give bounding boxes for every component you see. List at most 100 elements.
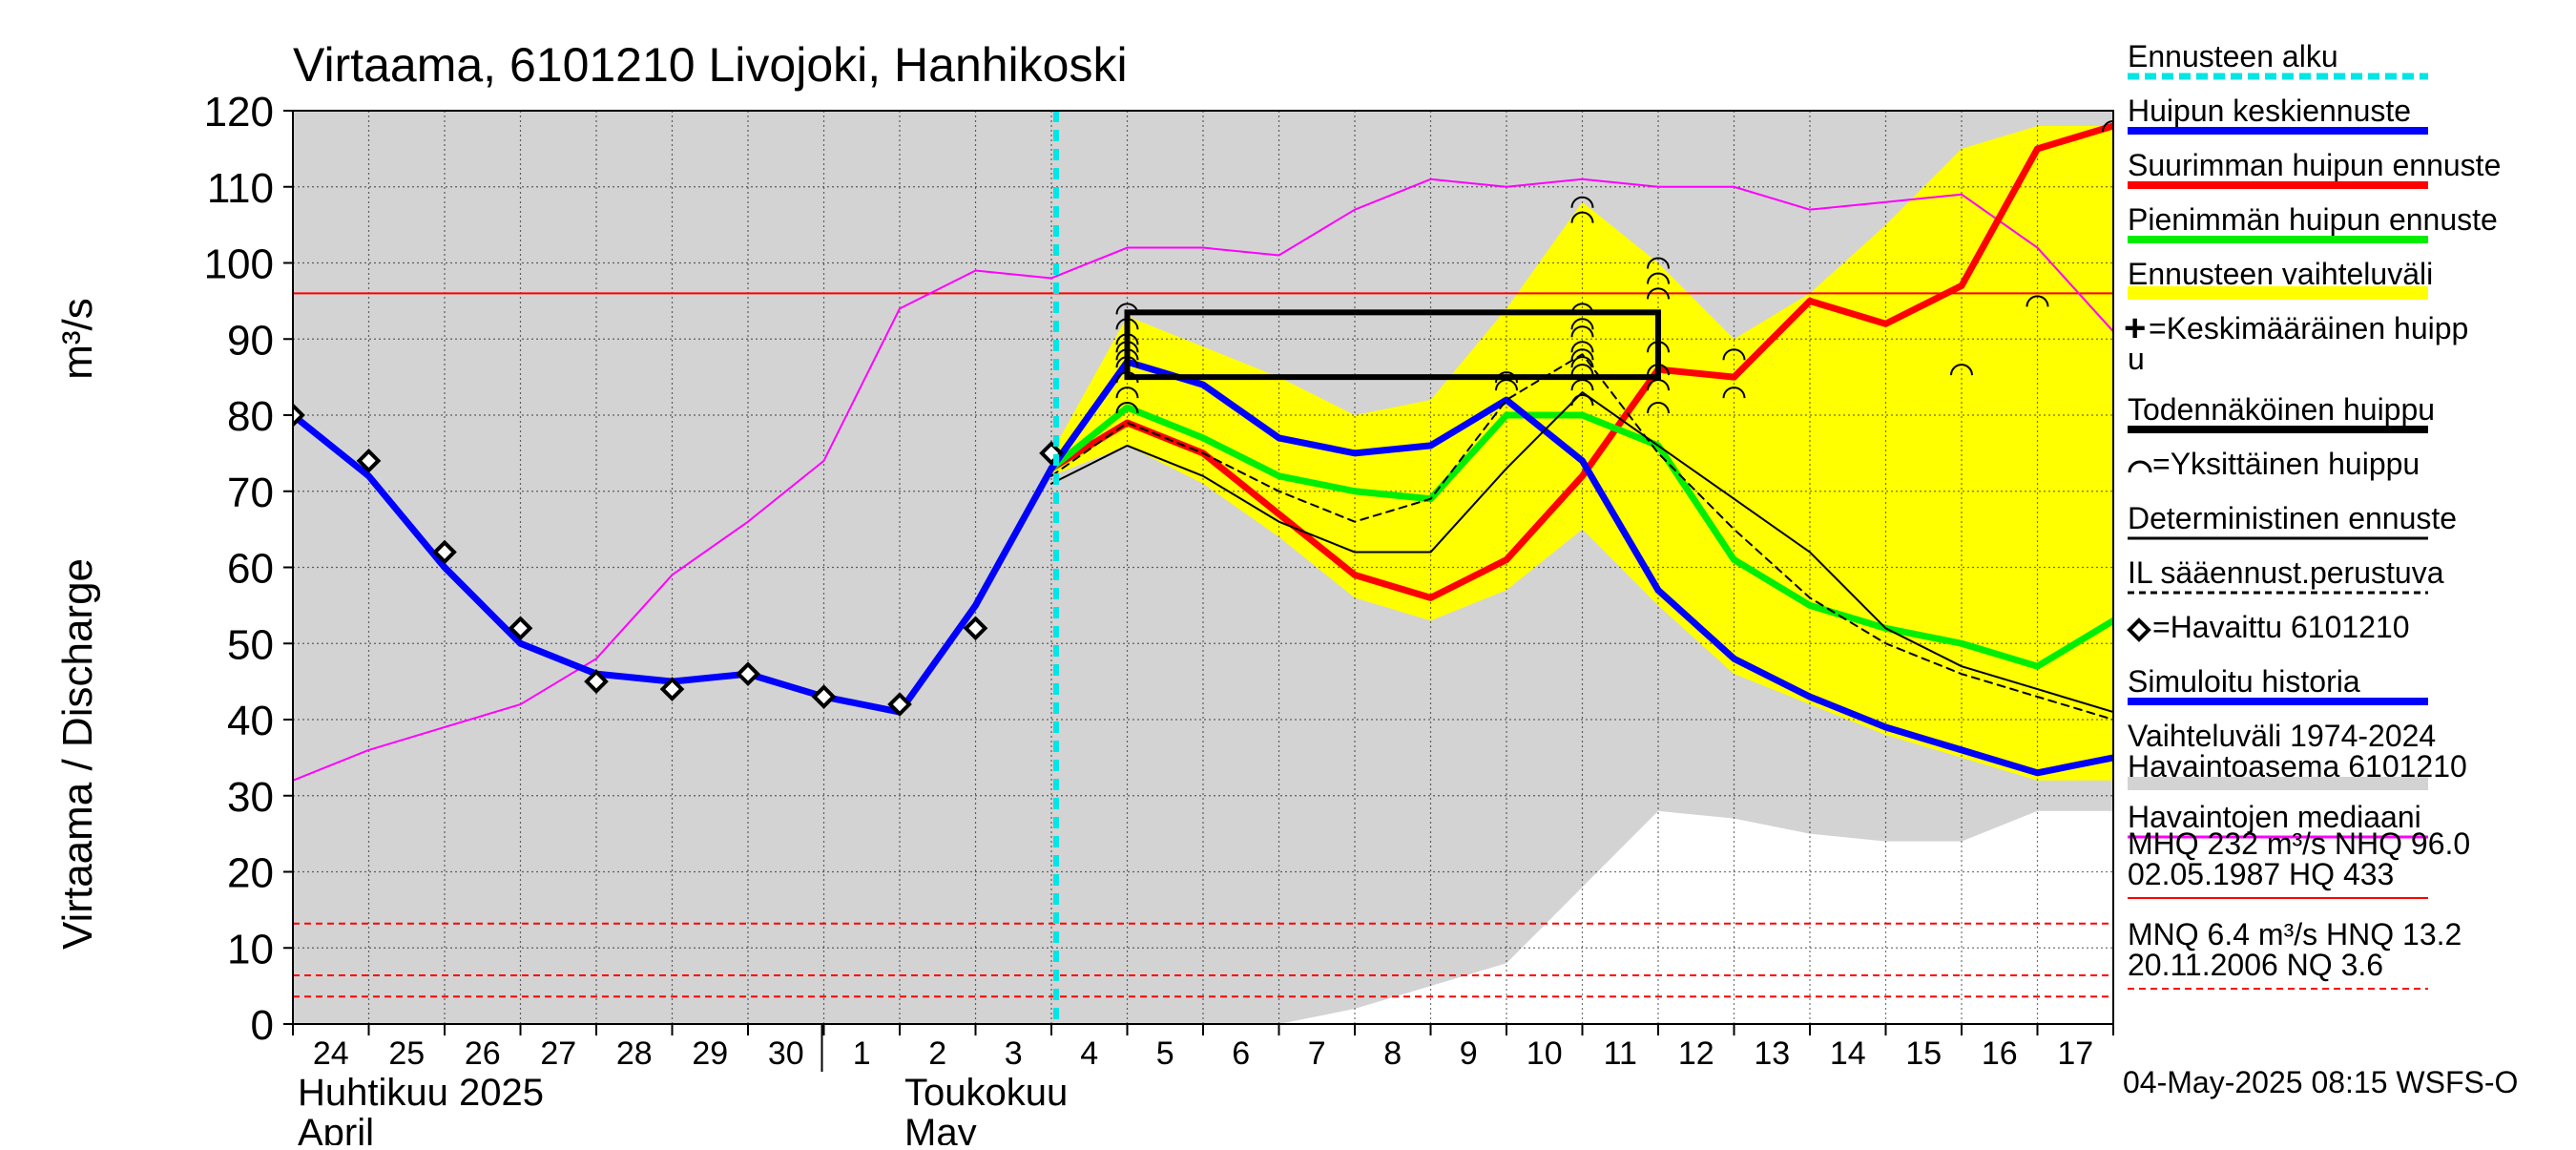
x-tick-label: 26 — [465, 1035, 501, 1072]
y-axis-unit: m³/s — [54, 298, 101, 380]
stats-block: MNQ 6.4 m³/s HNQ 13.220.11.2006 NQ 3.6 — [2128, 917, 2462, 990]
probable-peak-box — [1124, 309, 1661, 381]
individual-peak-marker — [1495, 379, 1518, 391]
individual-peak-marker — [1570, 394, 1594, 407]
legend-label: Deterministinen ennuste — [2128, 501, 2457, 535]
observed-point — [963, 616, 988, 641]
legend-item: Pienimmän huipun ennuste — [2128, 202, 2498, 243]
y-tick-label: 10 — [227, 926, 274, 972]
legend-item: Ennusteen alku — [2128, 39, 2428, 80]
individual-peak-marker — [1722, 387, 1746, 399]
y-tick-label: 30 — [227, 774, 274, 821]
legend-item: Vaihteluväli 1974-2024 Havaintoasema 610… — [2128, 719, 2467, 790]
individual-peak-marker — [1570, 211, 1594, 223]
y-tick-label: 90 — [227, 317, 274, 364]
legend-label: Vaihteluväli 1974-2024 — [2128, 719, 2436, 753]
individual-peak-marker — [1115, 348, 1139, 361]
legend-label: =Havaittu 6101210 — [2152, 610, 2410, 644]
legend-label: Huipun keskiennuste — [2128, 94, 2411, 128]
x-tick-label: 16 — [1982, 1035, 2018, 1072]
legend-item: + =Keskimääräinen huippu — [2124, 307, 2468, 376]
y-tick-label: 110 — [207, 165, 274, 212]
individual-peak-marker — [1570, 325, 1594, 338]
observed-point — [356, 449, 382, 473]
legend-item: Havaintojen mediaani — [2128, 800, 2428, 839]
y-tick-label: 0 — [251, 1002, 274, 1049]
individual-peak-marker — [1722, 348, 1746, 361]
legend-label: IL sääennust.perustuva — [2128, 555, 2444, 590]
individual-peak-marker — [1570, 318, 1594, 330]
x-tick-label: 4 — [1080, 1035, 1098, 1072]
series-median — [293, 178, 2113, 782]
legend-label: Havaintojen mediaani — [2128, 800, 2421, 834]
individual-peak-marker — [1115, 341, 1139, 353]
chart-title: Virtaama, 6101210 Livojoki, Hanhikoski — [293, 38, 1128, 92]
legend-label-cont: u — [2128, 342, 2145, 376]
individual-peak-marker — [1647, 341, 1670, 353]
legend-label: Simuloitu historia — [2128, 664, 2360, 699]
legend-swatch — [2128, 286, 2428, 300]
x-tick-label: 25 — [388, 1035, 425, 1072]
y-tick-label: 20 — [227, 850, 274, 897]
series-max-peak-forecast — [1048, 122, 2113, 601]
legend-arc-icon — [2128, 460, 2152, 473]
x-tick-label: 28 — [616, 1035, 653, 1072]
individual-peak-marker — [1570, 379, 1594, 391]
individual-peak-marker — [1115, 356, 1139, 368]
observed-point — [811, 684, 837, 709]
plot-area — [293, 111, 2113, 1024]
legend-label: Todennäköinen huippu — [2128, 392, 2435, 427]
individual-peak-marker — [1647, 402, 1670, 414]
individual-peak-marker — [1115, 318, 1139, 330]
individual-peak-marker — [1115, 303, 1139, 315]
y-tick-label: 120 — [204, 89, 274, 136]
individual-peak-marker — [1115, 387, 1139, 399]
month-label-en: April — [298, 1112, 374, 1145]
observed-point — [659, 677, 685, 701]
legend-item: Todennäköinen huippu — [2128, 392, 2435, 433]
x-tick-label: 27 — [540, 1035, 576, 1072]
observed-point — [432, 539, 457, 565]
individual-peak-marker — [1647, 364, 1670, 376]
individual-peak-marker — [1570, 196, 1594, 208]
month-label-fi: Toukokuu — [904, 1072, 1068, 1114]
individual-peak-marker — [2102, 120, 2113, 133]
stats-line: MNQ 6.4 m³/s HNQ 13.2 — [2128, 917, 2462, 951]
stats-line: 02.05.1987 HQ 433 — [2128, 857, 2394, 891]
individual-peak-marker — [2025, 295, 2049, 307]
y-tick-label: 70 — [227, 470, 274, 516]
individual-peak-marker — [1115, 333, 1139, 345]
x-tick-label: 5 — [1156, 1035, 1174, 1072]
legend-cross-icon: + — [2124, 307, 2146, 349]
x-tick-label: 10 — [1527, 1035, 1563, 1072]
individual-peak-marker — [1115, 371, 1139, 384]
x-tick-label: 8 — [1383, 1035, 1402, 1072]
legend-label: Ennusteen alku — [2128, 39, 2338, 73]
legend-item: Ennusteen vaihteluväli — [2128, 257, 2433, 300]
y-tick-label: 80 — [227, 393, 274, 440]
series-weather-based — [1050, 353, 2113, 721]
legend-item: Simuloitu historia — [2128, 664, 2428, 705]
x-tick-label: 29 — [692, 1035, 728, 1072]
x-tick-label: 1 — [853, 1035, 871, 1072]
observed-point — [508, 616, 533, 641]
individual-peak-marker — [1570, 364, 1594, 376]
individual-peak-marker — [1570, 356, 1594, 368]
legend-item: Deterministinen ennuste — [2128, 501, 2457, 540]
x-tick-label: 24 — [313, 1035, 349, 1072]
legend-label: =Yksittäinen huippu — [2152, 447, 2420, 481]
series-deterministic — [1050, 391, 2113, 714]
individual-peak-marker — [1647, 272, 1670, 284]
x-tick-label: 30 — [768, 1035, 804, 1072]
series-mean-peak-forecast — [1048, 358, 2113, 777]
x-tick-label: 9 — [1460, 1035, 1478, 1072]
observed-point — [736, 661, 760, 686]
legend-item: Suurimman huipun ennuste — [2128, 148, 2501, 189]
y-tick-label: 50 — [227, 621, 274, 668]
individual-peak-marker — [1570, 341, 1594, 353]
y-tick-label: 60 — [227, 546, 274, 593]
individual-peak-marker — [1647, 287, 1670, 300]
